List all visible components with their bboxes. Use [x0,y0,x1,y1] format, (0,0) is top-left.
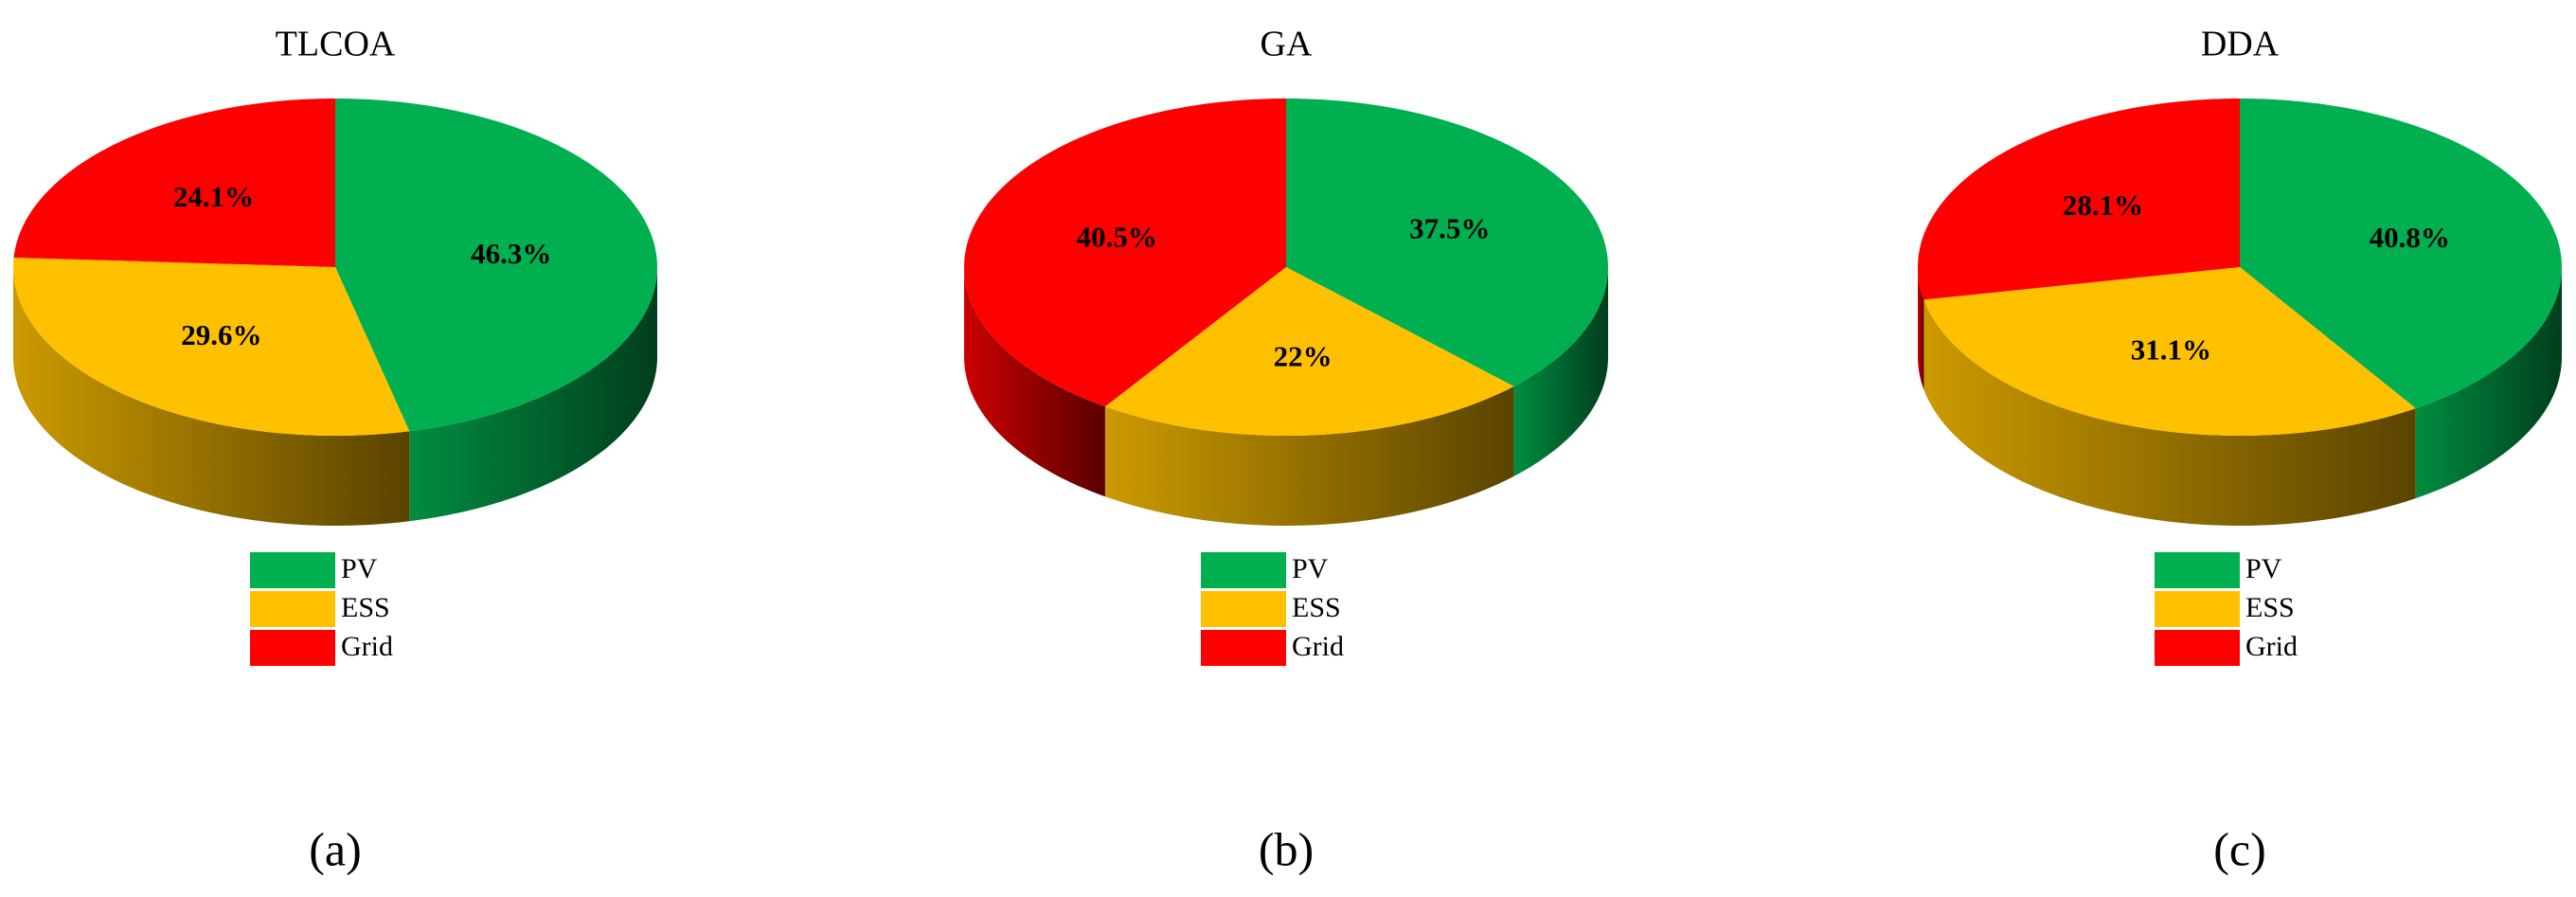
caption: (c) [2213,822,2266,875]
legend-label: PV [2245,553,2282,584]
legend-label: Grid [2245,631,2298,662]
legend-label: Grid [1292,631,1344,662]
slice-side [1923,299,2416,526]
legend-label: PV [1292,553,1329,584]
value-label: 37.5% [1409,212,1490,245]
legend-swatch [2155,630,2240,666]
legend-swatch [2155,552,2240,588]
legend-swatch [2155,591,2240,627]
value-label: 22% [1274,340,1333,373]
legend-swatch [1201,552,1286,588]
slice-side [1104,386,1514,526]
legend-swatch [250,552,335,588]
slice [964,99,1286,407]
legend-swatch [250,630,335,666]
legend-label: ESS [2245,592,2295,623]
value-label: 40.5% [1077,220,1157,253]
legend-swatch [1201,591,1286,627]
legend-swatch [250,591,335,627]
value-label: 29.6% [181,318,261,351]
legend-label: ESS [1292,592,1341,623]
value-label: 24.1% [173,180,254,213]
slice-side [409,267,657,522]
slice [1918,99,2240,300]
slice [1104,267,1514,436]
chart-title: GA [1261,25,1313,64]
slice [13,99,335,267]
slice [13,257,410,436]
slice-side [964,267,1105,497]
slice-side [1513,267,1608,476]
legend-label: PV [341,553,378,584]
value-label: 28.1% [2063,188,2143,222]
legend-swatch [1201,630,1286,666]
caption: (b) [1259,822,1314,875]
legend-label: Grid [341,631,393,662]
slice [335,99,657,432]
legend-label: ESS [341,592,390,623]
slice [2240,99,2562,409]
slice [1923,267,2416,436]
chart-title: TLCOA [276,25,396,64]
value-label: 46.3% [471,237,551,270]
slice-side [2415,267,2562,499]
slice-side [13,267,410,526]
value-label: 31.1% [2131,332,2211,366]
chart-title: DDA [2201,25,2280,64]
caption: (a) [309,822,362,875]
value-label: 40.8% [2370,221,2450,254]
slice [1286,99,1608,386]
slice-side [1918,267,1924,390]
